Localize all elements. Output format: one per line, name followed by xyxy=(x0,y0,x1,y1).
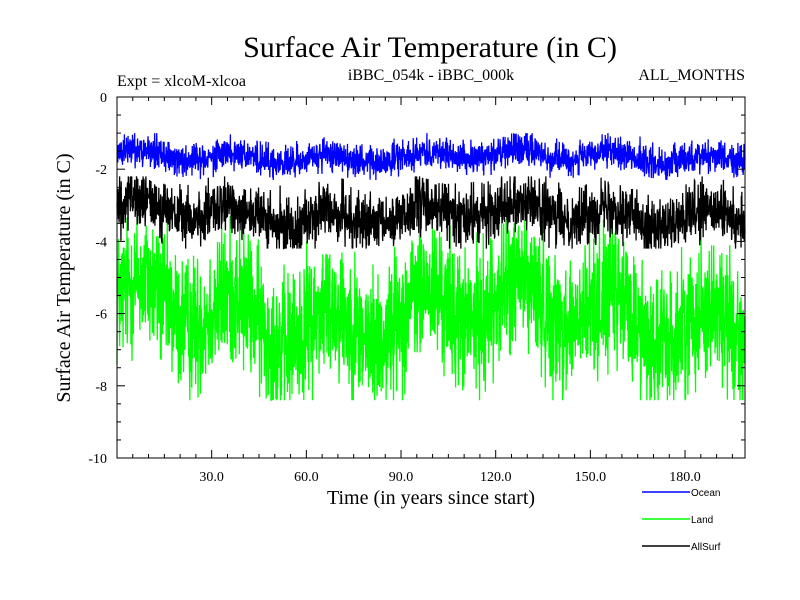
subtitle-center: iBBC_054k - iBBC_000k xyxy=(348,67,514,84)
series-ocean-line xyxy=(116,133,746,181)
y-tick-label: -4 xyxy=(95,235,107,250)
x-tick-label: 180.0 xyxy=(669,470,701,485)
x-tick-label: 60.0 xyxy=(294,470,319,485)
y-tick-label: 0 xyxy=(100,91,107,106)
x-tick-label: 120.0 xyxy=(480,470,512,485)
series-allsurf-line xyxy=(116,176,746,250)
y-tick-label: -2 xyxy=(95,163,107,178)
legend-label-land: Land xyxy=(691,515,713,526)
y-tick-label: -6 xyxy=(95,308,107,323)
x-axis-label: Time (in years since start) xyxy=(327,487,535,509)
x-axis: 30.0 60.0 90.0 120.0 150.0 180.0 xyxy=(132,97,733,485)
subtitle-left: Expt = xlcoM-xlcoa xyxy=(117,73,246,90)
y-axis: 0 -2 -4 -6 -8 -10 xyxy=(88,91,745,467)
legend: Ocean Land AllSurf xyxy=(642,488,721,553)
y-tick-label: -10 xyxy=(88,452,107,467)
x-tick-label: 30.0 xyxy=(199,470,224,485)
y-tick-label: -8 xyxy=(95,380,107,395)
legend-label-ocean: Ocean xyxy=(691,488,720,499)
series-land-line xyxy=(116,216,746,401)
x-tick-label: 90.0 xyxy=(389,470,414,485)
y-axis-label: Surface Air Temperature (in C) xyxy=(53,153,75,402)
chart-title: Surface Air Temperature (in C) xyxy=(243,31,617,64)
series-layer xyxy=(116,133,746,401)
x-tick-label: 150.0 xyxy=(575,470,607,485)
subtitle-right: ALL_MONTHS xyxy=(638,67,745,84)
legend-label-allsurf: AllSurf xyxy=(691,542,721,553)
